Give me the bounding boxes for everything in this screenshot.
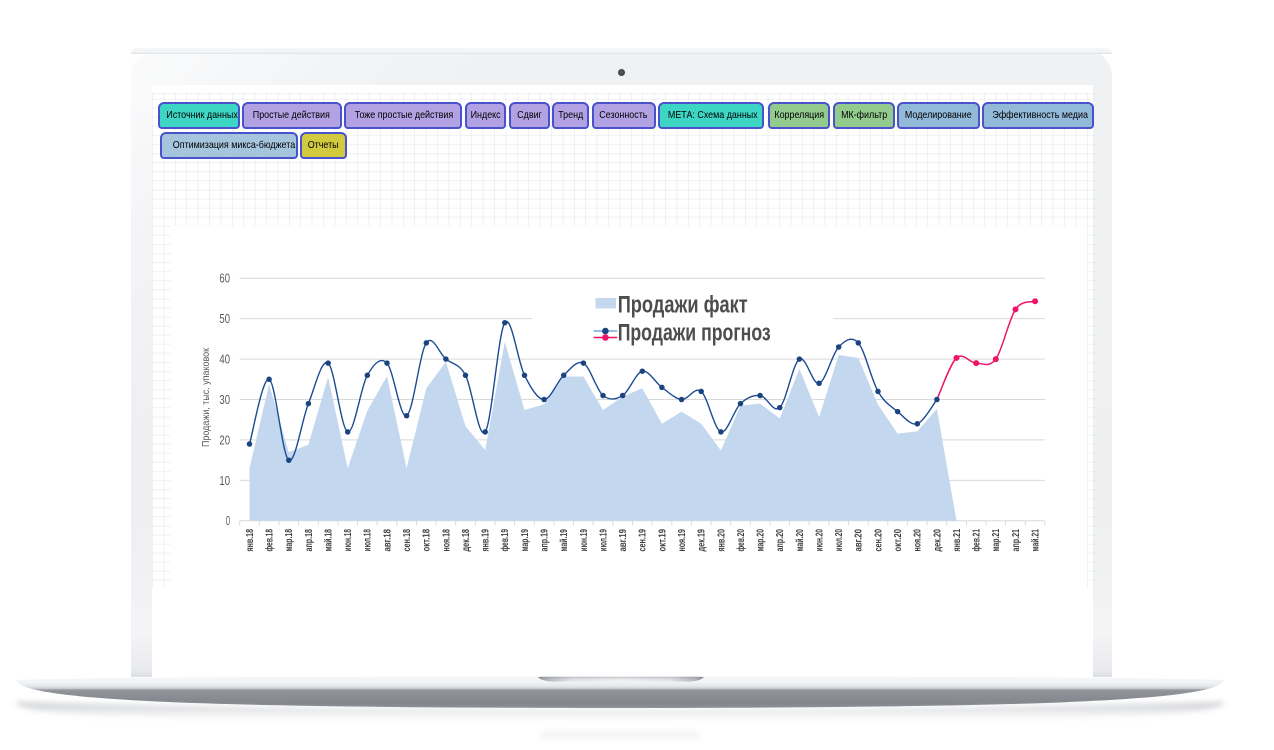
svg-text:мар.18: мар.18: [284, 529, 295, 552]
svg-text:ноя.18: ноя.18: [441, 529, 452, 552]
svg-text:июн.18: июн.18: [343, 529, 354, 552]
svg-text:30: 30: [219, 392, 230, 407]
svg-text:апр.18: апр.18: [304, 529, 315, 552]
svg-text:фев.21: фев.21: [972, 529, 983, 552]
svg-text:июн.19: июн.19: [579, 529, 590, 552]
svg-text:мар.19: мар.19: [520, 529, 531, 552]
svg-text:60: 60: [219, 271, 230, 286]
svg-text:дек.18: дек.18: [461, 529, 472, 552]
svg-text:май.21: май.21: [1031, 529, 1042, 552]
svg-text:10: 10: [219, 473, 230, 488]
svg-text:ноя.19: ноя.19: [677, 529, 688, 552]
svg-text:июн.20: июн.20: [815, 529, 826, 552]
svg-text:40: 40: [219, 352, 230, 367]
svg-text:авг.20: авг.20: [854, 529, 865, 552]
svg-text:Продажи прогноз: Продажи прогноз: [618, 320, 771, 347]
svg-text:июл.19: июл.19: [598, 529, 609, 552]
svg-text:ноя.20: ноя.20: [913, 529, 924, 552]
svg-text:сен.20: сен.20: [873, 529, 884, 552]
svg-text:янв.21: янв.21: [952, 529, 963, 552]
svg-text:дек.19: дек.19: [697, 529, 708, 552]
svg-text:фев.19: фев.19: [500, 529, 511, 552]
svg-text:авг.19: авг.19: [618, 529, 629, 552]
svg-text:май.19: май.19: [559, 529, 570, 552]
svg-text:июл.20: июл.20: [834, 529, 845, 552]
svg-text:апр.21: апр.21: [1011, 529, 1022, 552]
svg-text:50: 50: [219, 311, 230, 326]
svg-text:Продажи факт: Продажи факт: [618, 292, 748, 319]
svg-text:Продажи, тыс. упаковок: Продажи, тыс. упаковок: [201, 347, 212, 447]
svg-text:авг.18: авг.18: [382, 529, 393, 552]
svg-text:0: 0: [226, 513, 230, 528]
svg-text:дек.20: дек.20: [932, 529, 943, 552]
svg-text:окт.18: окт.18: [422, 529, 433, 552]
svg-text:май.20: май.20: [795, 529, 806, 552]
svg-text:май.18: май.18: [324, 529, 335, 552]
svg-text:мар.21: мар.21: [991, 529, 1002, 552]
svg-text:июл.18: июл.18: [363, 529, 374, 552]
svg-text:янв.19: янв.19: [481, 529, 492, 552]
svg-text:сен.18: сен.18: [402, 529, 413, 552]
svg-text:мар.20: мар.20: [756, 529, 767, 552]
svg-text:апр.19: апр.19: [540, 529, 551, 552]
svg-text:20: 20: [219, 432, 230, 447]
svg-text:янв.20: янв.20: [716, 529, 727, 552]
svg-text:апр.20: апр.20: [775, 529, 786, 552]
svg-text:фев.18: фев.18: [265, 529, 276, 552]
svg-text:окт.20: окт.20: [893, 529, 904, 552]
svg-text:фев.20: фев.20: [736, 529, 747, 552]
svg-text:окт.19: окт.19: [657, 529, 668, 552]
svg-text:сен.19: сен.19: [638, 529, 649, 552]
svg-text:янв.18: янв.18: [245, 529, 256, 552]
